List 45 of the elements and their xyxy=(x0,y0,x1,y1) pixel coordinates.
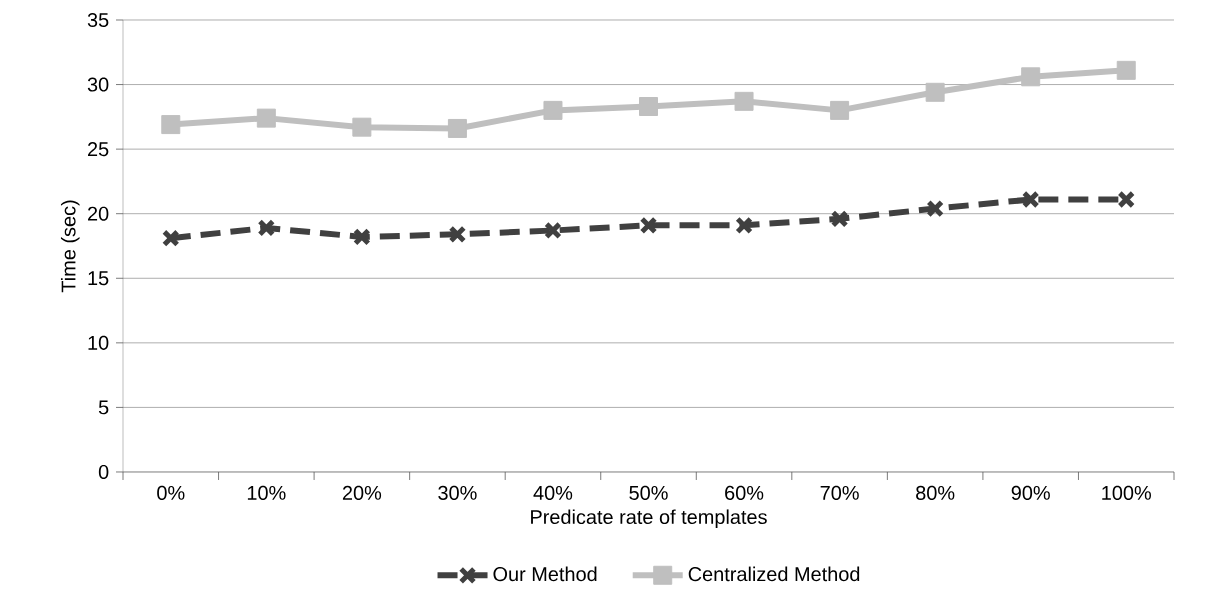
x-tick-label: 30% xyxy=(438,485,477,500)
point xyxy=(256,108,276,128)
legend-label: Our Method xyxy=(493,566,597,582)
point xyxy=(639,216,658,235)
x-tick-label: 90% xyxy=(1011,485,1050,500)
y-tick-label: 35 xyxy=(87,12,109,28)
y-axis-title: Time (sec) xyxy=(60,200,80,293)
x-tick-label: 60% xyxy=(725,485,764,500)
x-tick-label: 70% xyxy=(820,485,859,500)
point xyxy=(161,229,180,248)
point xyxy=(448,225,467,244)
point xyxy=(830,210,849,228)
point xyxy=(447,118,467,138)
point xyxy=(257,219,276,237)
point xyxy=(830,100,850,120)
point xyxy=(353,228,371,246)
legend-label: Centralized Method xyxy=(688,566,860,582)
x-tick-label: 50% xyxy=(629,485,668,500)
point xyxy=(926,199,945,218)
x-tick-label: 100% xyxy=(1102,485,1151,500)
point xyxy=(1021,190,1040,209)
y-tick-label: 10 xyxy=(88,335,109,350)
point xyxy=(1021,67,1041,87)
point xyxy=(735,216,753,235)
y-tick-label: 0 xyxy=(98,464,109,480)
x-tick-label: 20% xyxy=(342,485,382,500)
point xyxy=(925,82,945,102)
point xyxy=(734,91,754,111)
point xyxy=(161,115,181,135)
point xyxy=(543,100,563,120)
x-tick-label: 80% xyxy=(916,485,955,500)
y-tick-label: 25 xyxy=(88,142,109,157)
point xyxy=(1116,60,1136,80)
y-tick-label: 15 xyxy=(88,271,109,286)
point xyxy=(352,117,372,137)
y-tick-label: 30 xyxy=(87,77,109,92)
point xyxy=(1117,190,1136,209)
point xyxy=(639,97,659,117)
point xyxy=(544,221,562,240)
x-axis-title: Predicate rate of templates xyxy=(531,509,767,528)
y-tick-label: 5 xyxy=(98,400,109,415)
x-tick-label: 0% xyxy=(157,485,185,500)
x-tick-label: 40% xyxy=(533,485,573,500)
x-tick-label: 10% xyxy=(247,485,286,500)
y-tick-label: 20 xyxy=(88,206,109,221)
